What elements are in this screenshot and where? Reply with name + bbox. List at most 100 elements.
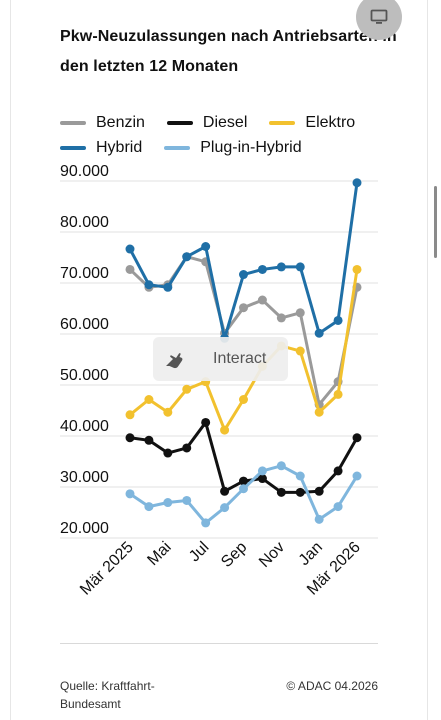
x-tick-label: Sep [218, 539, 250, 571]
y-tick-label: 80.000 [60, 214, 109, 231]
data-point-diesel [333, 466, 343, 476]
y-tick-label: 50.000 [60, 367, 109, 384]
monitor-icon [370, 9, 388, 25]
data-point-elektro [125, 410, 135, 420]
source-note: Quelle: Kraftfahrt-Bundesamt [60, 679, 155, 711]
data-point-diesel [314, 486, 324, 496]
data-point-hybrid [239, 270, 248, 280]
data-point-diesel [257, 474, 267, 484]
data-point-diesel [201, 417, 211, 427]
data-point-benzin [125, 264, 135, 274]
data-point-hybrid [352, 178, 362, 188]
data-point-hybrid [333, 315, 343, 325]
scrollbar-thumb[interactable] [434, 186, 437, 258]
x-tick-label: Mär 2025 [77, 539, 137, 599]
data-point-elektro [220, 425, 230, 435]
data-point-diesel [276, 487, 286, 497]
data-point-benzin [276, 313, 286, 323]
legend-label-diesel: Diesel [202, 113, 248, 131]
content-frame-left [10, 0, 11, 720]
legend-item-benzin[interactable]: Benzin [60, 114, 145, 132]
legend-row: Hybrid Plug-in-Hybrid [60, 135, 400, 160]
legend-swatch-plug-in-hybrid [164, 145, 191, 150]
copyright-note: © ADAC 04.2026 [286, 679, 378, 693]
interact-button[interactable]: Interact [153, 337, 288, 381]
data-point-hybrid [276, 262, 286, 272]
data-point-plug-in-hybrid [295, 471, 305, 481]
y-tick-label: 90.000 [60, 163, 109, 180]
data-point-diesel [144, 435, 154, 445]
legend-label-benzin: Benzin [96, 113, 145, 131]
data-point-diesel [163, 448, 173, 458]
line-chart: 20.000 30.000 40.000 50.000 60.000 70.000 80.0… [60, 163, 378, 599]
series-line-plug-in-hybrid [129, 464, 359, 525]
y-axis-labels: 20.000 30.000 40.000 50.000 60.000 70.000 80.0… [60, 163, 109, 537]
data-point-benzin [257, 295, 267, 305]
chart-title: Pkw-Neuzulassungen nach Antriebsarten in… [60, 28, 397, 75]
data-point-diesel [352, 433, 362, 443]
series-diesel [125, 417, 362, 497]
data-point-hybrid [201, 242, 211, 251]
data-point-plug-in-hybrid [201, 518, 211, 528]
data-point-hybrid [182, 252, 192, 262]
data-point-plug-in-hybrid [257, 466, 267, 476]
x-tick-label: Jul [186, 539, 212, 565]
legend-item-elektro[interactable]: Elektro [269, 114, 355, 132]
data-point-elektro [314, 407, 324, 417]
x-tick-label: Nov [256, 539, 288, 571]
legend-item-diesel[interactable]: Diesel [166, 113, 248, 132]
legend-label-plug-in-hybrid: Plug-in-Hybrid [200, 138, 302, 156]
legend-item-plug-in-hybrid[interactable]: Plug-in-Hybrid [164, 138, 302, 157]
series-hybrid [125, 178, 362, 343]
data-point-elektro [295, 346, 305, 356]
data-point-hybrid [257, 264, 267, 274]
data-point-diesel [125, 433, 135, 443]
data-point-elektro [333, 389, 343, 399]
x-tick-label: Jan [296, 539, 326, 569]
y-tick-label: 60.000 [60, 316, 109, 333]
x-tick-label: Mai [144, 539, 174, 569]
y-tick-label: 30.000 [60, 469, 109, 486]
data-point-diesel [295, 487, 305, 497]
data-point-plug-in-hybrid [220, 503, 230, 513]
series-line-hybrid [128, 182, 359, 340]
data-point-elektro [352, 264, 362, 274]
data-point-plug-in-hybrid [144, 502, 154, 512]
data-point-plug-in-hybrid [163, 498, 173, 508]
legend-row: Benzin Diesel Elektro [60, 110, 400, 135]
legend-label-elektro: Elektro [305, 113, 356, 131]
data-point-benzin [295, 308, 305, 318]
data-point-benzin [239, 303, 248, 313]
legend-label-hybrid: Hybrid [96, 138, 143, 156]
data-point-hybrid [163, 282, 173, 292]
legend-swatch-diesel [166, 120, 193, 125]
chart-legend: Benzin Diesel Elektro Hybrid Plug-in-Hyb… [60, 110, 400, 160]
content-frame-right [427, 0, 428, 720]
footer-divider [60, 643, 378, 644]
data-point-elektro [182, 384, 192, 394]
interact-label: Interact [213, 350, 267, 367]
legend-item-hybrid[interactable]: Hybrid [60, 139, 142, 157]
data-point-hybrid [314, 328, 324, 338]
series-layer [125, 178, 362, 528]
fullscreen-button[interactable] [356, 0, 402, 40]
data-point-elektro [144, 395, 154, 404]
y-tick-label: 40.000 [60, 418, 109, 435]
data-point-plug-in-hybrid [352, 471, 362, 481]
data-point-elektro [163, 407, 173, 417]
data-point-hybrid [144, 280, 154, 290]
series-plug-in-hybrid [125, 461, 362, 528]
data-point-hybrid [295, 262, 305, 272]
grid-layer [60, 180, 378, 539]
y-tick-label: 70.000 [60, 265, 109, 282]
data-point-plug-in-hybrid [239, 484, 248, 494]
data-point-plug-in-hybrid [125, 489, 135, 499]
data-point-hybrid [125, 244, 135, 254]
data-point-diesel [220, 486, 230, 496]
data-point-plug-in-hybrid [314, 514, 324, 524]
data-point-elektro [239, 395, 248, 404]
hand-pointer-icon [159, 344, 189, 374]
data-point-diesel [239, 476, 248, 486]
legend-swatch-hybrid [60, 145, 86, 150]
